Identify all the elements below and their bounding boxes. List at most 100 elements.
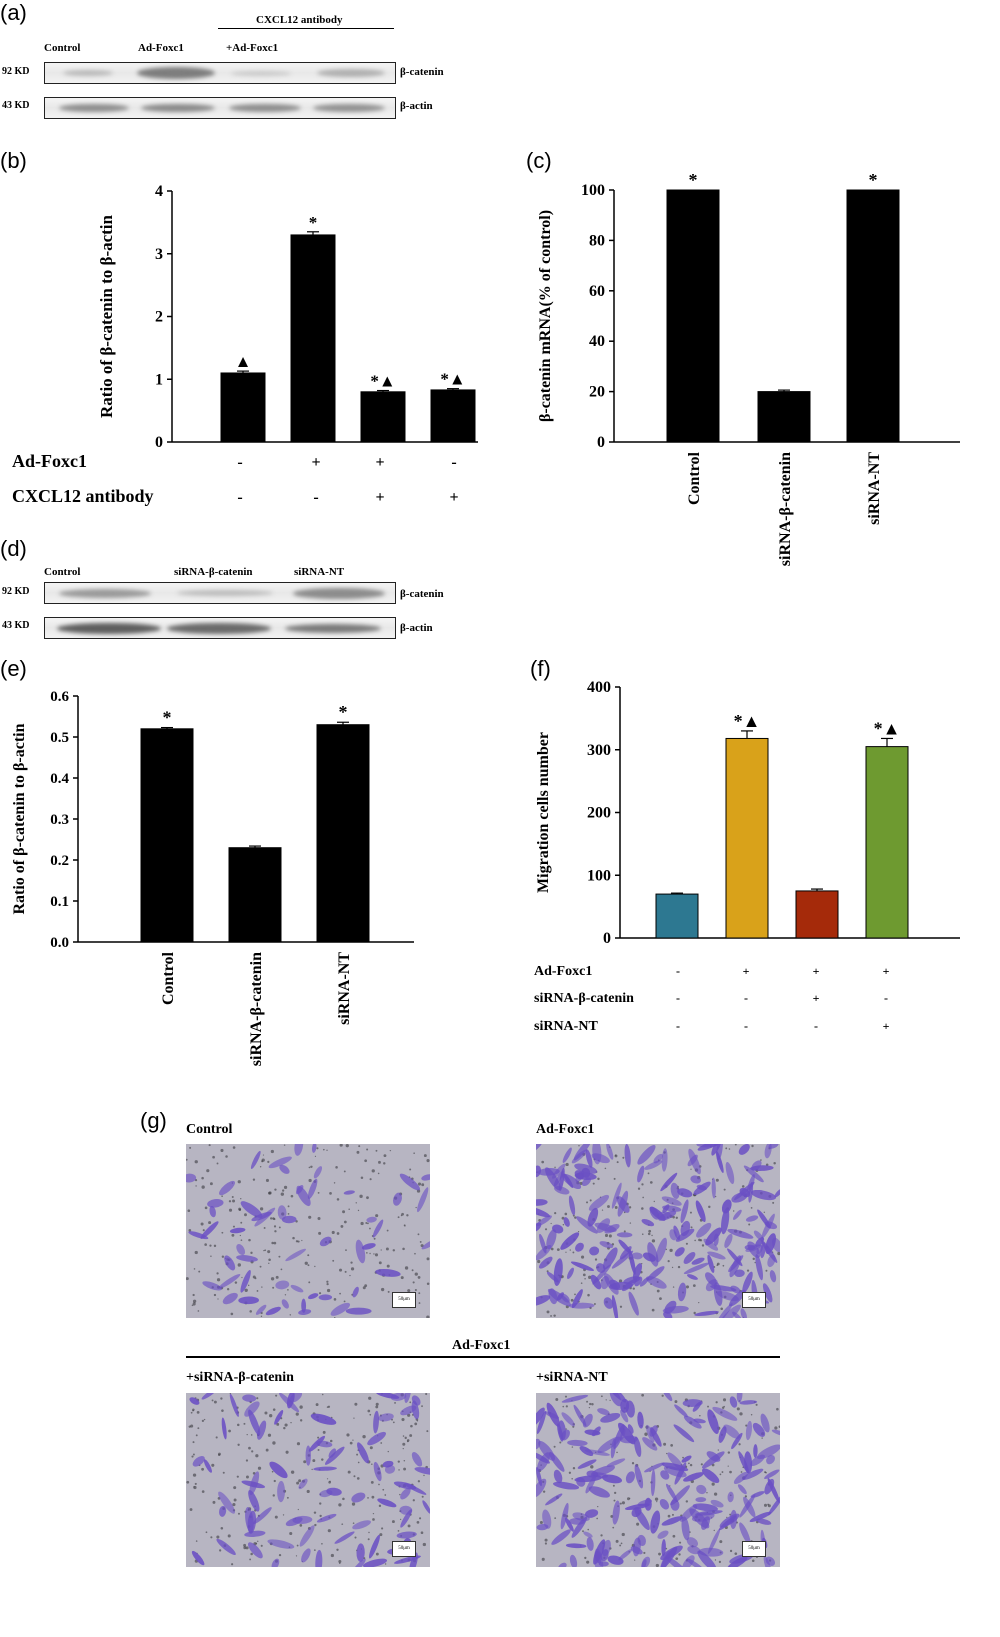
pore-dot bbox=[273, 1225, 277, 1228]
stained-cell bbox=[740, 1308, 747, 1318]
pore-dot bbox=[555, 1397, 559, 1401]
pore-dot bbox=[647, 1232, 651, 1236]
pore-dot bbox=[317, 1448, 320, 1451]
stained-cell bbox=[661, 1148, 668, 1172]
pore-dot bbox=[272, 1494, 275, 1497]
stained-cell bbox=[245, 1506, 254, 1533]
pore-dot bbox=[745, 1424, 748, 1427]
pore-dot bbox=[308, 1166, 311, 1169]
pore-dot bbox=[272, 1441, 276, 1445]
pore-dot bbox=[734, 1552, 738, 1555]
pore-dot bbox=[414, 1272, 418, 1276]
stained-cell bbox=[308, 1435, 326, 1452]
pore-dot bbox=[222, 1471, 225, 1474]
pore-dot bbox=[380, 1287, 385, 1292]
pore-dot bbox=[647, 1172, 650, 1175]
stained-cell bbox=[663, 1311, 673, 1318]
condition-sign: - bbox=[676, 964, 680, 978]
pore-dot bbox=[250, 1434, 253, 1436]
stained-cell bbox=[696, 1222, 712, 1238]
pore-dot bbox=[612, 1526, 615, 1529]
stained-cell bbox=[611, 1182, 622, 1209]
stained-cell bbox=[749, 1511, 772, 1523]
y-tick-label: 20 bbox=[589, 384, 605, 401]
pore-dot bbox=[713, 1529, 715, 1532]
pore-dot bbox=[372, 1513, 375, 1515]
pore-dot bbox=[290, 1194, 294, 1198]
pore-dot bbox=[541, 1557, 545, 1561]
pore-dot bbox=[259, 1166, 262, 1168]
stained-cell bbox=[573, 1404, 587, 1427]
pore-dot bbox=[627, 1497, 630, 1501]
pore-dot bbox=[352, 1439, 354, 1441]
pore-dot bbox=[752, 1257, 755, 1261]
pore-dot bbox=[229, 1393, 232, 1394]
stained-cell bbox=[586, 1537, 594, 1551]
pore-dot bbox=[231, 1196, 234, 1199]
y-axis-label: Ratio of β-catenin to β-actin bbox=[11, 723, 28, 914]
stained-cell bbox=[707, 1528, 721, 1554]
stained-cell bbox=[539, 1256, 553, 1269]
pore-dot bbox=[329, 1191, 332, 1195]
pore-dot bbox=[263, 1227, 266, 1229]
pore-dot bbox=[659, 1297, 662, 1301]
stained-cell bbox=[315, 1549, 323, 1567]
pore-dot bbox=[248, 1446, 251, 1450]
stained-cell bbox=[562, 1147, 572, 1163]
pore-dot bbox=[406, 1440, 409, 1443]
pore-dot bbox=[426, 1282, 430, 1286]
stained-cell bbox=[400, 1488, 411, 1500]
stained-cell bbox=[242, 1394, 257, 1402]
pore-dot bbox=[375, 1214, 379, 1218]
pore-dot bbox=[322, 1430, 326, 1434]
pore-dot bbox=[332, 1259, 335, 1262]
stained-cell bbox=[774, 1188, 780, 1198]
pore-dot bbox=[187, 1209, 191, 1212]
stained-cell bbox=[660, 1470, 670, 1480]
pore-dot bbox=[299, 1405, 303, 1409]
pore-dot bbox=[397, 1529, 400, 1532]
pore-dot bbox=[254, 1277, 257, 1280]
pore-dot bbox=[729, 1549, 733, 1553]
stained-cell bbox=[762, 1283, 773, 1303]
y-tick-label: 0.3 bbox=[50, 812, 69, 828]
pore-dot bbox=[674, 1400, 678, 1404]
stained-cell bbox=[400, 1509, 413, 1528]
stained-cell bbox=[637, 1411, 644, 1429]
blot-a-protein-1: β-catenin bbox=[400, 66, 444, 78]
pore-dot bbox=[230, 1312, 234, 1316]
pore-dot bbox=[326, 1288, 331, 1293]
stained-cell bbox=[657, 1530, 669, 1539]
stained-cell bbox=[660, 1172, 678, 1192]
band bbox=[137, 67, 215, 79]
pore-dot bbox=[666, 1452, 668, 1455]
stained-cell bbox=[670, 1182, 680, 1199]
pore-dot bbox=[204, 1243, 207, 1246]
y-tick-label: 4 bbox=[155, 183, 163, 200]
pore-dot bbox=[572, 1214, 575, 1217]
stained-cell bbox=[357, 1442, 369, 1464]
pore-dot bbox=[250, 1552, 253, 1556]
pore-dot bbox=[772, 1201, 775, 1204]
pore-dot bbox=[542, 1490, 546, 1493]
stained-cell bbox=[661, 1462, 689, 1472]
pore-dot bbox=[421, 1405, 423, 1408]
stained-cell bbox=[536, 1206, 551, 1218]
pore-dot bbox=[632, 1287, 635, 1290]
significance-marker: * bbox=[163, 708, 172, 728]
pore-dot bbox=[366, 1251, 368, 1254]
stained-cell bbox=[202, 1281, 222, 1291]
stained-cell bbox=[546, 1271, 559, 1283]
pore-dot bbox=[327, 1529, 331, 1533]
pore-dot bbox=[233, 1486, 237, 1490]
stained-cell bbox=[675, 1228, 695, 1242]
pore-dot bbox=[339, 1562, 341, 1564]
pore-dot bbox=[232, 1502, 236, 1507]
pore-dot bbox=[192, 1299, 197, 1303]
stained-cell bbox=[268, 1156, 292, 1169]
stained-cell bbox=[229, 1227, 246, 1234]
pore-dot bbox=[409, 1168, 412, 1171]
pore-dot bbox=[736, 1407, 740, 1411]
pore-dot bbox=[675, 1557, 679, 1561]
pore-dot bbox=[311, 1468, 313, 1471]
